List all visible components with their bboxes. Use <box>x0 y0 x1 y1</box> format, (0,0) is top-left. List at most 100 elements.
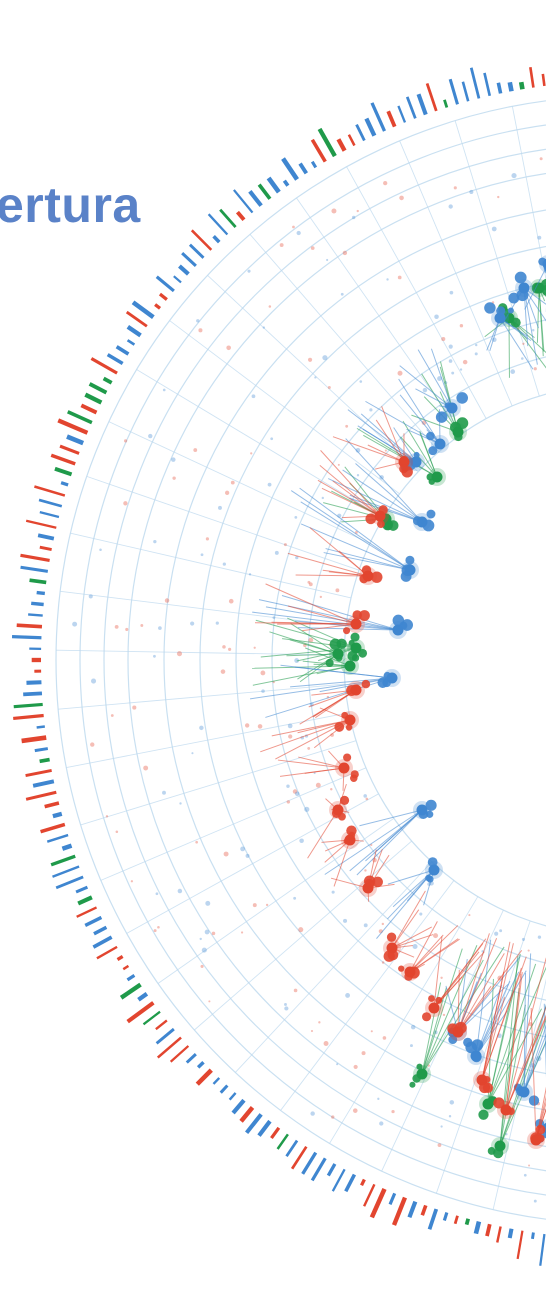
cluster-point <box>423 520 435 532</box>
outer-tick <box>40 547 52 549</box>
background-dot <box>153 540 156 543</box>
outer-tick <box>157 1029 174 1043</box>
outer-tick <box>271 1128 278 1138</box>
background-dot <box>494 932 498 936</box>
outer-tick <box>121 985 140 998</box>
outer-tick <box>171 1046 189 1062</box>
cluster-point <box>338 813 346 821</box>
background-dot <box>115 625 119 629</box>
background-dot <box>193 448 197 452</box>
cluster-point <box>428 995 435 1002</box>
outer-tick <box>476 1222 479 1234</box>
background-dot <box>537 236 541 240</box>
cluster-point <box>426 800 437 811</box>
cluster-point <box>418 809 428 819</box>
background-dot <box>225 491 229 495</box>
outer-tick <box>328 1164 335 1176</box>
grid-spoke <box>208 275 419 471</box>
outer-tick <box>357 125 365 141</box>
outer-tick <box>409 1202 415 1218</box>
outer-tick <box>230 1093 236 1100</box>
cluster-point <box>359 574 368 583</box>
background-dot <box>268 483 272 487</box>
background-dot <box>200 938 202 940</box>
outer-tick <box>35 749 48 751</box>
background-dot <box>261 689 265 693</box>
background-dot <box>528 950 530 952</box>
background-dot <box>205 930 210 935</box>
cluster-point <box>516 1086 526 1096</box>
background-dot <box>528 1165 530 1167</box>
background-dot <box>511 173 516 178</box>
background-dot <box>253 903 257 907</box>
outer-tick <box>278 1134 288 1149</box>
outer-tick <box>179 266 188 274</box>
cluster-point <box>334 722 344 732</box>
outer-tick <box>540 1234 544 1266</box>
outer-tick <box>510 1229 512 1238</box>
background-dot <box>522 938 525 941</box>
background-dot <box>205 901 210 906</box>
outer-tick <box>312 162 315 168</box>
cluster-point <box>478 1110 488 1120</box>
background-dot <box>143 766 148 771</box>
background-dot <box>269 305 272 308</box>
cluster-point <box>387 933 396 942</box>
grid-spoke <box>493 929 546 1210</box>
cluster-point <box>393 615 405 627</box>
cluster-point <box>493 1148 503 1158</box>
cluster-point <box>346 685 357 696</box>
background-dot <box>463 360 468 365</box>
outer-tick <box>90 384 107 393</box>
outer-tick <box>197 1070 211 1084</box>
background-dot <box>247 270 250 273</box>
background-dot <box>441 1125 443 1127</box>
cluster-point <box>388 520 399 531</box>
background-dot <box>241 931 243 933</box>
background-dot <box>469 190 473 194</box>
cluster-point <box>341 712 348 719</box>
background-dot <box>295 792 300 797</box>
background-dot <box>228 648 231 651</box>
background-dot <box>308 358 312 362</box>
cluster-point <box>456 417 468 429</box>
cluster-point <box>377 520 385 528</box>
background-dot <box>222 645 226 649</box>
background-dot <box>294 516 297 519</box>
background-dot <box>123 501 127 505</box>
background-dot <box>532 329 534 331</box>
outer-tick <box>190 245 204 258</box>
background-dot <box>252 394 256 398</box>
outer-tick <box>21 567 48 571</box>
background-dot <box>263 326 265 328</box>
background-dot <box>106 815 108 817</box>
cluster-point <box>456 392 468 404</box>
background-dot <box>352 216 355 219</box>
outer-tick <box>40 512 59 517</box>
outer-tick <box>22 738 47 741</box>
background-dot <box>246 854 250 858</box>
background-dot <box>200 965 203 968</box>
outer-tick <box>241 1107 252 1121</box>
outer-tick <box>346 1175 355 1192</box>
cluster-point <box>414 452 420 458</box>
outer-tick <box>250 191 261 205</box>
background-dot <box>179 802 181 804</box>
outer-tick <box>33 781 54 785</box>
background-dot <box>335 588 339 592</box>
data-point <box>345 661 356 672</box>
background-dot <box>190 622 194 626</box>
cluster-point <box>508 293 519 304</box>
outer-tick <box>209 214 228 234</box>
grid-spoke <box>347 167 487 419</box>
outer-tick <box>284 181 288 186</box>
background-dot <box>218 506 222 510</box>
background-dot <box>499 929 502 932</box>
cluster-point <box>425 875 432 882</box>
background-dot <box>199 726 203 730</box>
background-dot <box>310 1111 314 1115</box>
background-dot <box>202 948 207 953</box>
background-dot <box>345 993 350 998</box>
background-dot <box>224 852 229 857</box>
link-line <box>321 450 380 516</box>
